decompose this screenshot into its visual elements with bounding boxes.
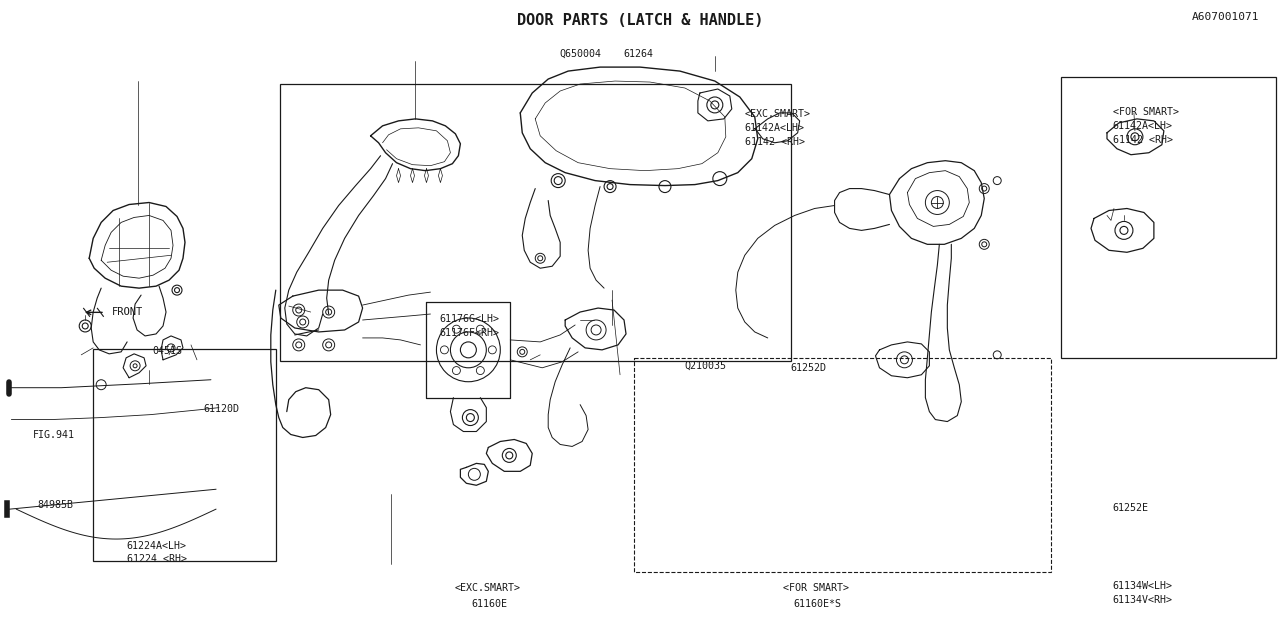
Text: 61160E: 61160E [471,598,507,609]
Text: <EXC.SMART>: <EXC.SMART> [745,109,810,118]
Text: 61264: 61264 [623,49,653,59]
Text: 61160E*S: 61160E*S [794,598,841,609]
Bar [280,84,791,362]
Text: 0451S: 0451S [152,346,182,356]
Text: 61252E: 61252E [1112,503,1148,513]
Text: 84985B: 84985B [37,500,73,510]
Text: <FOR SMART>: <FOR SMART> [1112,108,1179,117]
Text: FRONT: FRONT [111,307,143,317]
Bar [93,349,276,561]
Text: FIG.941: FIG.941 [33,429,76,440]
Text: 61176G<LH>: 61176G<LH> [439,314,499,324]
Text: 61120D: 61120D [204,404,239,414]
Bar [634,358,1051,572]
Text: 61134V<RH>: 61134V<RH> [1112,595,1172,605]
Text: A607001071: A607001071 [1192,12,1260,22]
Bar [1061,77,1276,358]
Text: 61142A<LH>: 61142A<LH> [1112,122,1172,131]
Text: Q210035: Q210035 [685,361,727,371]
Text: <FOR SMART>: <FOR SMART> [783,582,849,593]
Text: 61134W<LH>: 61134W<LH> [1112,581,1172,591]
Text: 61224A<LH>: 61224A<LH> [127,541,187,551]
Text: 61224 <RH>: 61224 <RH> [127,554,187,564]
Text: DOOR PARTS (LATCH & HANDLE): DOOR PARTS (LATCH & HANDLE) [517,13,763,28]
Text: 61142 <RH>: 61142 <RH> [745,136,805,147]
Text: Q650004: Q650004 [559,49,602,59]
Text: 61142A<LH>: 61142A<LH> [745,122,805,132]
Text: 61252D: 61252D [791,363,827,372]
Text: <EXC.SMART>: <EXC.SMART> [454,582,521,593]
Text: 61176F<RH>: 61176F<RH> [439,328,499,338]
Text: 61142 <RH>: 61142 <RH> [1112,135,1172,145]
